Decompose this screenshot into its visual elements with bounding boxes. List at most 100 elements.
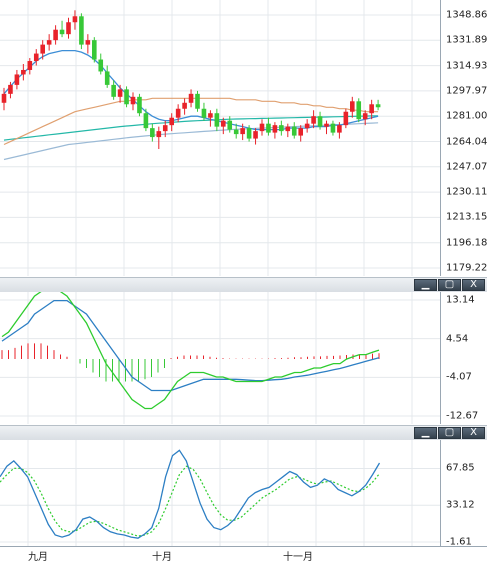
axis-tick-label: 1297.97 <box>446 85 487 97</box>
candle-body <box>362 113 368 120</box>
candle-body <box>188 93 194 103</box>
axis-tick-label: 1281.00 <box>446 110 487 122</box>
candle-body <box>85 40 91 45</box>
candle-body <box>259 123 265 132</box>
ma-long-line <box>3 122 379 161</box>
candle-body <box>124 89 129 105</box>
candle-body <box>156 131 162 138</box>
axis-tick-label: 1213.15 <box>446 211 487 223</box>
macd-indicator-chart[interactable] <box>0 292 440 424</box>
axis-tick-label: 33.12 <box>446 499 475 511</box>
candle-body <box>208 113 213 118</box>
candle-body <box>246 128 252 139</box>
candle-body <box>253 131 258 139</box>
time-axis-label: 十月 <box>152 552 172 563</box>
close-icon[interactable]: X <box>462 427 485 439</box>
axis-tick-label: 1314.93 <box>446 60 487 72</box>
candle-body <box>59 29 65 35</box>
candle-body <box>40 44 45 54</box>
kdj-k-line <box>0 449 381 539</box>
candle-body <box>285 126 291 132</box>
minimize-icon[interactable]: ▁ <box>414 427 437 439</box>
candle-body <box>375 104 381 108</box>
price-panel: 1348.86 1331.89 1314.93 1297.97 1281.00 1264.… <box>0 0 487 276</box>
panel-separator-macd[interactable]: ▁ ▢ X <box>0 277 487 293</box>
kdj-panel: 67.85 33.12 -1.61 <box>0 440 487 548</box>
axis-tick-label: 1247.07 <box>446 161 487 173</box>
candle-body <box>162 125 168 132</box>
candle-body <box>46 40 52 45</box>
candle-body <box>33 53 39 62</box>
macd-dea-line <box>1 299 380 392</box>
candle-body <box>291 126 297 136</box>
candle-body <box>195 93 200 109</box>
ma-fast-line <box>3 49 379 131</box>
axis-tick-label: 1196.18 <box>446 237 487 249</box>
candle-body <box>66 22 71 35</box>
candle-body <box>117 89 123 97</box>
axis-tick-label: 1264.04 <box>446 136 487 147</box>
candle-body <box>143 113 149 129</box>
candle-body <box>343 111 349 126</box>
panel-separator-kdj[interactable]: ▁ ▢ X <box>0 425 487 441</box>
candle-body <box>21 69 26 75</box>
candle-body <box>227 120 233 130</box>
candle-body <box>1 93 7 103</box>
macd-panel: 13.14 4.54 -4.07 -12.67 <box>0 292 487 424</box>
candle-body <box>337 125 342 133</box>
price-axis: 1348.86 1331.89 1314.93 1297.97 1281.00 1264.… <box>440 0 487 276</box>
axis-tick-label: 1230.11 <box>446 186 487 198</box>
close-icon[interactable]: X <box>462 279 485 291</box>
axis-tick-label: -4.07 <box>446 371 472 383</box>
minimize-icon[interactable]: ▁ <box>414 279 437 291</box>
candle-body <box>369 104 374 114</box>
candle-body <box>53 29 58 41</box>
candle-body <box>14 74 20 85</box>
candle-body <box>27 61 33 70</box>
candle-body <box>240 128 245 135</box>
candle-body <box>233 129 239 135</box>
candle-body <box>72 16 78 23</box>
candle-body <box>104 71 110 85</box>
candle-body <box>266 123 271 133</box>
macd-dif-line <box>1 292 380 410</box>
maximize-icon[interactable]: ▢ <box>438 279 461 291</box>
candle-body <box>201 108 207 118</box>
candle-body <box>111 84 116 97</box>
time-axis-label: 九月 <box>28 552 48 563</box>
maximize-icon[interactable]: ▢ <box>438 427 461 439</box>
candle-body <box>214 113 220 127</box>
axis-tick-label: -12.67 <box>446 410 479 422</box>
candle-body <box>8 84 13 94</box>
axis-tick-label: 1331.89 <box>446 34 487 46</box>
candle-body <box>79 16 84 45</box>
macd-axis: 13.14 4.54 -4.07 -12.67 <box>440 292 487 424</box>
axis-tick-label: 1179.22 <box>446 262 487 274</box>
candle-body <box>92 40 97 60</box>
axis-tick-label: -1.61 <box>446 536 472 548</box>
candle-body <box>175 108 181 118</box>
axis-tick-label: 4.54 <box>446 333 469 345</box>
candle-body <box>272 125 278 133</box>
candle-body <box>182 102 187 109</box>
candle-body <box>350 101 355 112</box>
candle-body <box>330 123 336 133</box>
candle-body <box>279 125 284 132</box>
candle-body <box>311 116 316 124</box>
candle-body <box>356 101 362 120</box>
candle-body <box>304 123 310 129</box>
axis-tick-label: 67.85 <box>446 462 475 474</box>
axis-tick-label: 1348.86 <box>446 9 487 21</box>
axis-tick-label: 13.14 <box>446 294 475 306</box>
time-axis: 九月 十月 十一月 <box>0 546 487 563</box>
candle-body <box>130 96 136 105</box>
kdj-indicator-chart[interactable] <box>0 440 440 546</box>
candle-body <box>150 128 155 138</box>
kdj-d-line <box>0 465 380 537</box>
kdj-axis: 67.85 33.12 -1.61 <box>440 440 487 548</box>
price-candlestick-chart[interactable] <box>0 0 440 276</box>
candle-body <box>221 120 226 127</box>
candle-body <box>169 117 174 126</box>
candle-body <box>298 128 303 136</box>
time-axis-label: 十一月 <box>283 552 313 563</box>
